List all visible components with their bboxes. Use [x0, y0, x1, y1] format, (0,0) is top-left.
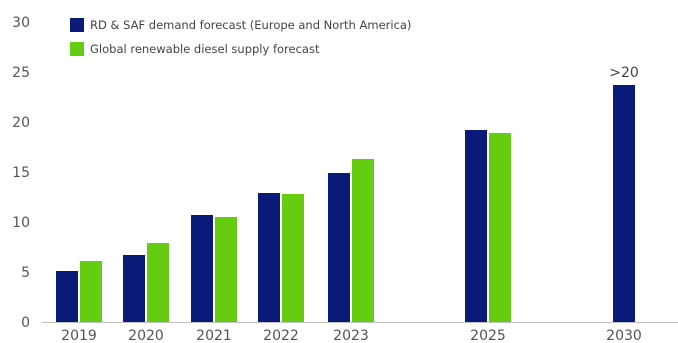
y-tick-label: 25: [12, 65, 30, 81]
bar-2023-series-1: [328, 173, 350, 322]
y-axis: 0 5 10 15 20 25 30: [12, 15, 30, 331]
x-tick-label: 2019: [61, 328, 97, 343]
bar-2019-series-1: [56, 271, 78, 322]
bar-2025-series-2: [489, 133, 511, 322]
bar-2021-series-1: [191, 215, 213, 322]
x-tick-label: 2030: [606, 328, 642, 343]
legend-swatch-series-1: [70, 18, 84, 32]
bar-2021-series-2: [215, 217, 237, 322]
annotation-label: >20: [609, 65, 639, 81]
bar-2019-series-2: [80, 261, 102, 322]
legend: RD & SAF demand forecast (Europe and Nor…: [70, 18, 411, 56]
bar-2030-series-1: [613, 85, 635, 322]
y-tick-label: 15: [12, 165, 30, 181]
y-tick-label: 30: [12, 15, 30, 31]
y-tick-label: 10: [12, 215, 30, 231]
x-tick-label: 2023: [333, 328, 369, 343]
bar-2020-series-2: [147, 243, 169, 322]
bar-2020-series-1: [123, 255, 145, 322]
bar-2022-series-2: [282, 194, 304, 322]
legend-label-series-1: RD & SAF demand forecast (Europe and Nor…: [90, 18, 411, 32]
x-tick-label: 2020: [128, 328, 164, 343]
y-tick-label: 20: [12, 115, 30, 131]
legend-label-series-2: Global renewable diesel supply forecast: [90, 42, 320, 56]
bars-group: [56, 85, 635, 322]
y-tick-label: 0: [21, 315, 30, 331]
x-tick-label: 2022: [263, 328, 299, 343]
y-tick-label: 5: [21, 265, 30, 281]
legend-swatch-series-2: [70, 42, 84, 56]
bar-2025-series-1: [465, 130, 487, 322]
x-axis: 2019 2020 2021 2022 2023 2025 2030: [42, 322, 678, 343]
bar-2023-series-2: [352, 159, 374, 322]
x-tick-label: 2025: [470, 328, 506, 343]
bar-2022-series-1: [258, 193, 280, 322]
annotations-group: >20: [609, 65, 639, 81]
x-tick-label: 2021: [196, 328, 232, 343]
